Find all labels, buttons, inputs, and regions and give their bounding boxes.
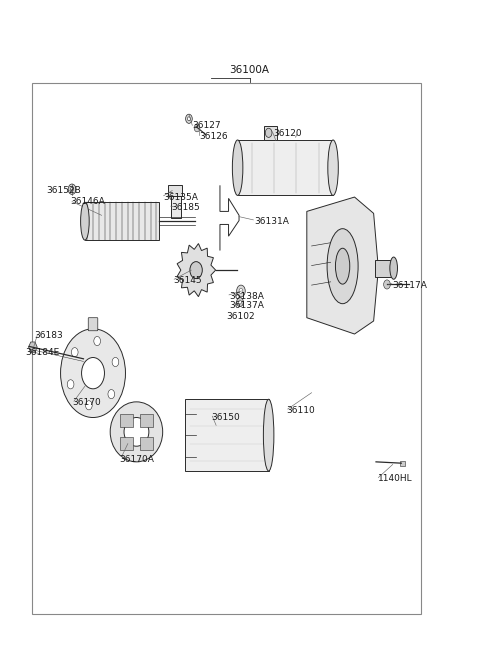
Circle shape xyxy=(112,358,119,367)
Text: 36170: 36170 xyxy=(72,398,101,407)
Bar xyxy=(374,259,394,276)
Bar xyxy=(264,126,277,140)
FancyBboxPatch shape xyxy=(120,437,133,450)
Circle shape xyxy=(265,128,272,138)
Circle shape xyxy=(237,297,243,307)
Text: 36110: 36110 xyxy=(287,406,315,415)
Text: 36100A: 36100A xyxy=(229,65,270,75)
Text: 36145: 36145 xyxy=(173,276,202,285)
Ellipse shape xyxy=(336,248,350,284)
Bar xyxy=(238,140,333,195)
Ellipse shape xyxy=(328,140,338,195)
Circle shape xyxy=(239,300,241,304)
Circle shape xyxy=(384,280,390,289)
Text: 36146A: 36146A xyxy=(71,197,105,206)
Circle shape xyxy=(186,114,192,123)
Text: 36135A: 36135A xyxy=(164,193,199,202)
Ellipse shape xyxy=(81,202,89,240)
Bar xyxy=(33,83,421,614)
Circle shape xyxy=(194,124,200,132)
Circle shape xyxy=(68,184,76,195)
Text: 36126: 36126 xyxy=(199,132,228,141)
Text: 36185: 36185 xyxy=(171,203,200,212)
Circle shape xyxy=(71,187,73,191)
Circle shape xyxy=(94,337,100,346)
Ellipse shape xyxy=(110,402,163,462)
Circle shape xyxy=(82,358,105,389)
Circle shape xyxy=(190,261,202,278)
Text: 1140HL: 1140HL xyxy=(378,474,413,483)
FancyBboxPatch shape xyxy=(140,437,153,450)
Text: 36131A: 36131A xyxy=(254,217,289,226)
Text: 36170A: 36170A xyxy=(120,455,155,464)
Ellipse shape xyxy=(124,417,149,446)
Bar xyxy=(168,185,182,196)
Bar xyxy=(171,196,181,218)
Circle shape xyxy=(239,288,243,293)
Circle shape xyxy=(60,329,125,417)
Ellipse shape xyxy=(232,140,243,195)
Ellipse shape xyxy=(390,257,397,279)
Text: 36137A: 36137A xyxy=(229,301,264,310)
FancyBboxPatch shape xyxy=(120,414,133,427)
Text: 36102: 36102 xyxy=(227,312,255,321)
Ellipse shape xyxy=(327,229,358,304)
Circle shape xyxy=(237,285,245,297)
Text: 36120: 36120 xyxy=(274,128,302,138)
Bar xyxy=(185,400,269,471)
Circle shape xyxy=(188,117,191,121)
Text: 36183: 36183 xyxy=(34,331,62,340)
Text: 36117A: 36117A xyxy=(393,280,428,290)
Circle shape xyxy=(72,348,78,357)
Ellipse shape xyxy=(264,400,274,471)
Bar xyxy=(85,202,159,240)
FancyBboxPatch shape xyxy=(140,414,153,427)
Polygon shape xyxy=(307,197,378,334)
Circle shape xyxy=(85,401,92,410)
FancyBboxPatch shape xyxy=(88,318,98,331)
Text: 36184E: 36184E xyxy=(25,348,60,357)
Circle shape xyxy=(67,380,74,389)
Text: 36127: 36127 xyxy=(192,121,221,130)
Text: 36138A: 36138A xyxy=(229,291,264,301)
Circle shape xyxy=(108,390,115,399)
Text: 36152B: 36152B xyxy=(47,186,82,195)
Text: 36150: 36150 xyxy=(211,413,240,422)
Polygon shape xyxy=(177,244,216,297)
Bar xyxy=(400,460,405,466)
